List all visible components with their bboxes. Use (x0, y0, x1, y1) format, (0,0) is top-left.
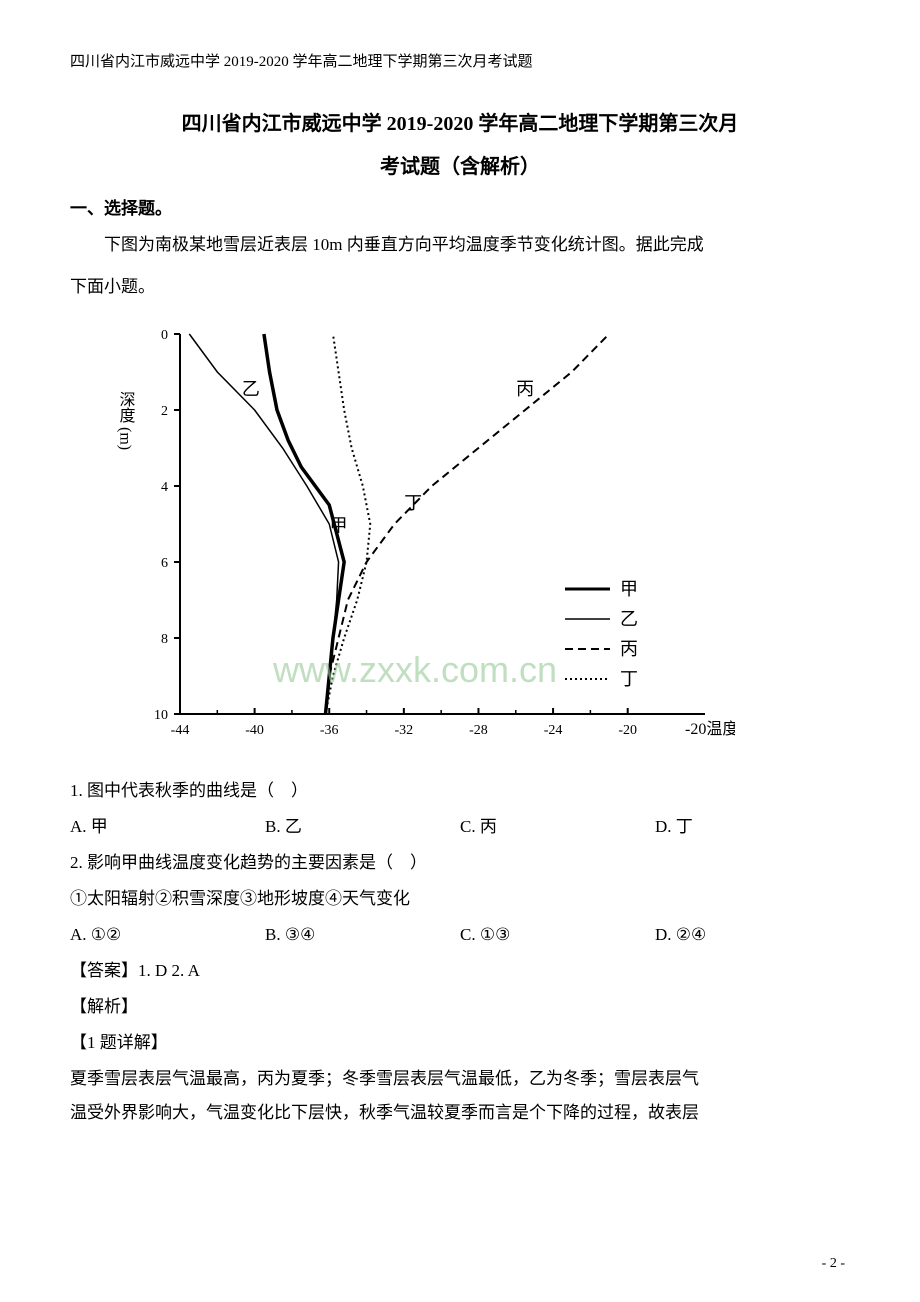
chart-container: 0 2 4 6 8 10-44 -40 -36 -32 -28 -24 -20 深度 (m) -20温度 … (95, 319, 735, 749)
q2-option-a: A. ①② (70, 918, 265, 952)
svg-text:甲: 甲 (620, 579, 638, 599)
chart-svg: 0 2 4 6 8 10-44 -40 -36 -32 -28 -24 -20 深度 (m) -20温度 … (95, 319, 735, 749)
svg-text:8: 8 (161, 632, 168, 647)
page-number: - 2 - (822, 1256, 845, 1272)
svg-text:-20温度 (℃): -20温度 (℃) (685, 720, 735, 738)
svg-text:乙: 乙 (620, 609, 638, 629)
q2-sub: ①太阳辐射②积雪深度③地形坡度④天气变化 (70, 882, 850, 916)
svg-text:0: 0 (161, 328, 168, 343)
svg-text:丙: 丙 (516, 378, 534, 398)
svg-text:-36: -36 (320, 723, 339, 738)
q1-detail-line2: 温受外界影响大，气温变化比下层快，秋季气温较夏季而言是个下降的过程，故表层 (70, 1096, 850, 1130)
section-heading: 一、选择题。 (70, 194, 850, 219)
q2-option-c: C. ①③ (460, 918, 655, 952)
document-title-line2: 考试题（含解析） (70, 150, 850, 179)
answer: 【答案】1. D 2. A (70, 954, 850, 988)
q1-detail-label: 【1 题详解】 (70, 1026, 850, 1060)
q1-stem: 1. 图中代表秋季的曲线是（ ） (70, 774, 850, 808)
svg-text:丁: 丁 (404, 492, 422, 512)
svg-text:6: 6 (161, 556, 168, 571)
analysis-label: 【解析】 (70, 990, 850, 1024)
svg-text:丁: 丁 (620, 669, 638, 689)
svg-text:-24: -24 (544, 723, 563, 738)
svg-text:10: 10 (154, 708, 168, 723)
document-title-line1: 四川省内江市威远中学 2019-2020 学年高二地理下学期第三次月 (70, 106, 850, 142)
q1-options: A. 甲 B. 乙 C. 丙 D. 丁 (70, 810, 850, 844)
q1-detail-line1: 夏季雪层表层气温最高，丙为夏季；冬季雪层表层气温最低，乙为冬季；雪层表层气 (70, 1062, 850, 1096)
q1-option-c: C. 丙 (460, 810, 655, 844)
q1-option-b: B. 乙 (265, 810, 460, 844)
svg-text:甲: 甲 (330, 515, 348, 535)
q2-option-b: B. ③④ (265, 918, 460, 952)
q1-option-d: D. 丁 (655, 810, 850, 844)
svg-text:2: 2 (161, 404, 168, 419)
svg-text:-20: -20 (618, 723, 637, 738)
q2-option-d: D. ②④ (655, 918, 850, 952)
intro-text-line2: 下面小题。 (70, 271, 850, 303)
svg-text:-40: -40 (245, 723, 264, 738)
svg-text:-44: -44 (171, 723, 190, 738)
svg-text:乙: 乙 (242, 378, 260, 398)
svg-text:4: 4 (161, 480, 168, 495)
svg-text:-32: -32 (395, 723, 414, 738)
q2-options: A. ①② B. ③④ C. ①③ D. ②④ (70, 918, 850, 952)
q1-option-a: A. 甲 (70, 810, 265, 844)
svg-text:-28: -28 (469, 723, 488, 738)
q2-stem: 2. 影响甲曲线温度变化趋势的主要因素是（ ） (70, 846, 850, 880)
svg-text:深度 (m): 深度 (m) (117, 391, 136, 450)
intro-text-line1: 下图为南极某地雪层近表层 10m 内垂直方向平均温度季节变化统计图。据此完成 (70, 229, 850, 261)
page-header: 四川省内江市威远中学 2019-2020 学年高二地理下学期第三次月考试题 (70, 50, 850, 71)
svg-text:丙: 丙 (620, 639, 638, 659)
